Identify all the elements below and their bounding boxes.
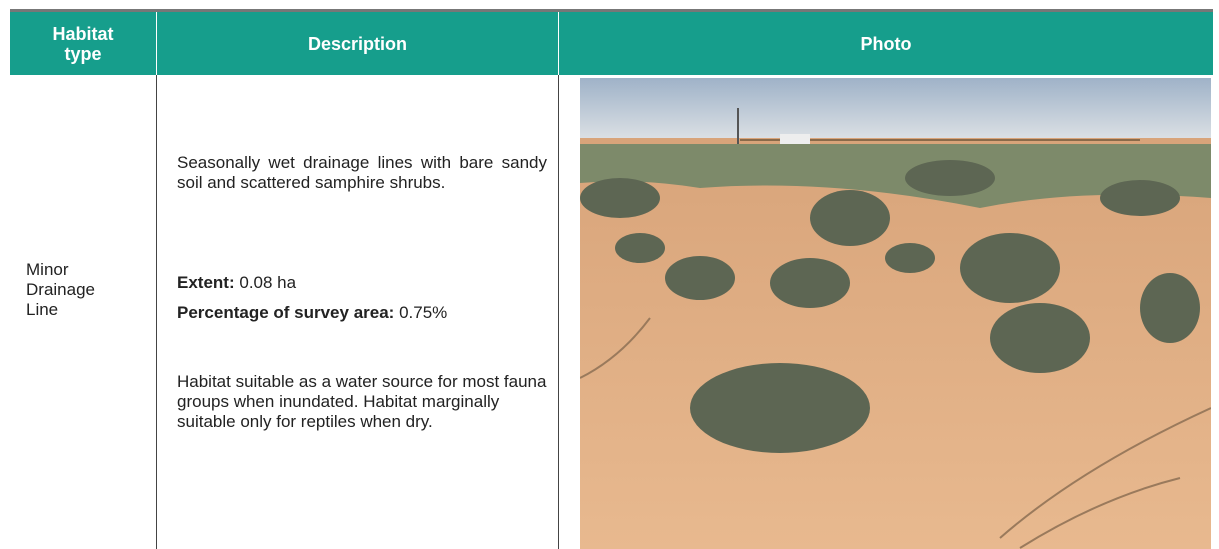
column-divider: [156, 75, 157, 549]
page: Habitat type Description Photo Minor Dra…: [0, 0, 1219, 549]
extent-value: 0.08 ha: [239, 273, 296, 292]
habitat-type: Minor Drainage Line: [26, 260, 126, 320]
column-divider: [558, 75, 559, 549]
header-cell: Description: [157, 12, 558, 75]
vehicle: [780, 134, 810, 144]
percentage-value: 0.75%: [399, 303, 447, 322]
sky: [580, 78, 1211, 143]
extent-line: Extent: 0.08 ha: [177, 273, 547, 293]
extent-label: Extent:: [177, 273, 235, 292]
habitat-photo: [580, 78, 1211, 549]
header-text: Habitat type: [38, 24, 128, 64]
header-divider: [558, 12, 559, 75]
percentage-line: Percentage of survey area: 0.75%: [177, 303, 547, 323]
header-cell: Photo: [559, 12, 1213, 75]
header-text: Description: [308, 34, 407, 54]
percentage-label: Percentage of survey area:: [177, 303, 394, 322]
header-text: Photo: [861, 34, 912, 54]
description-suitability: Habitat suitable as a water source for m…: [177, 372, 547, 432]
header-cell: Habitat type: [10, 12, 156, 75]
description-summary: Seasonally wet drainage lines with bare …: [177, 153, 547, 193]
